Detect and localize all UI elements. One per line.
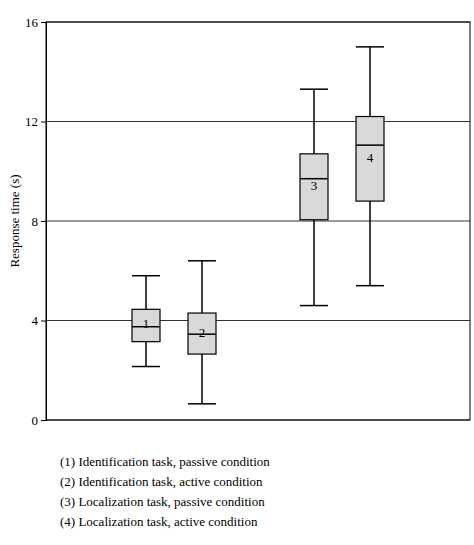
max-cap — [188, 260, 216, 262]
box-label: 3 — [311, 178, 318, 193]
y-axis-line — [41, 23, 47, 421]
box-label: 4 — [367, 150, 374, 165]
y-tick-label: 0 — [32, 413, 39, 428]
box-group — [132, 276, 160, 367]
lower-whisker — [145, 342, 147, 367]
grid-line — [46, 121, 470, 122]
box-group — [300, 89, 328, 305]
y-tick: 12 — [25, 114, 46, 129]
upper-whisker — [313, 89, 315, 154]
box-labels: 1 2 3 4 — [143, 150, 374, 340]
box-label: 2 — [199, 325, 206, 340]
lower-whisker — [201, 354, 203, 404]
y-tick-label: 8 — [32, 214, 39, 229]
median-line — [356, 144, 384, 146]
y-tick-mark — [41, 420, 46, 421]
lower-whisker — [313, 220, 315, 306]
y-tick-mark — [41, 321, 46, 322]
lower-whisker — [369, 201, 371, 286]
grid — [46, 22, 470, 420]
y-tick: 0 — [32, 413, 47, 428]
annotation: (4) Localization task, active condition — [60, 514, 258, 529]
y-tick-label: 4 — [32, 313, 39, 328]
max-cap — [356, 46, 384, 48]
box-group — [356, 47, 384, 286]
upper-whisker — [145, 276, 147, 310]
y-tick: 4 — [32, 313, 47, 328]
y-tick-mark — [41, 122, 46, 123]
y-tick-mark — [41, 22, 46, 23]
box — [132, 309, 160, 341]
boxes — [132, 47, 384, 404]
plot-frame — [46, 22, 470, 420]
upper-whisker — [369, 47, 371, 117]
grid-line — [46, 221, 470, 222]
grid-line — [46, 320, 470, 321]
min-cap — [356, 285, 384, 287]
box-group — [188, 261, 216, 404]
max-cap — [132, 275, 160, 277]
box-label: 1 — [143, 316, 150, 331]
y-axis-title: Response time (s) — [7, 174, 22, 267]
annotation: (1) Identification task, passive conditi… — [60, 454, 270, 469]
box — [300, 154, 328, 220]
min-cap — [188, 403, 216, 405]
min-cap — [300, 305, 328, 307]
y-tick-mark — [41, 221, 46, 222]
annotations: (1) Identification task, passive conditi… — [60, 454, 270, 529]
y-axis: 0 4 8 12 16 — [25, 15, 47, 428]
chart: 0481216Response time (s)1234(1) Identifi… — [0, 0, 474, 545]
max-cap — [300, 88, 328, 90]
y-tick: 16 — [25, 15, 46, 30]
annotation: (2) Identification task, active conditio… — [60, 474, 263, 489]
y-tick-label: 16 — [25, 15, 39, 30]
upper-whisker — [201, 261, 203, 313]
box — [188, 313, 216, 354]
y-tick: 8 — [32, 214, 47, 229]
min-cap — [132, 366, 160, 368]
annotation: (3) Localization task, passive condition — [60, 494, 265, 509]
box — [356, 117, 384, 202]
y-tick-label: 12 — [25, 114, 38, 129]
